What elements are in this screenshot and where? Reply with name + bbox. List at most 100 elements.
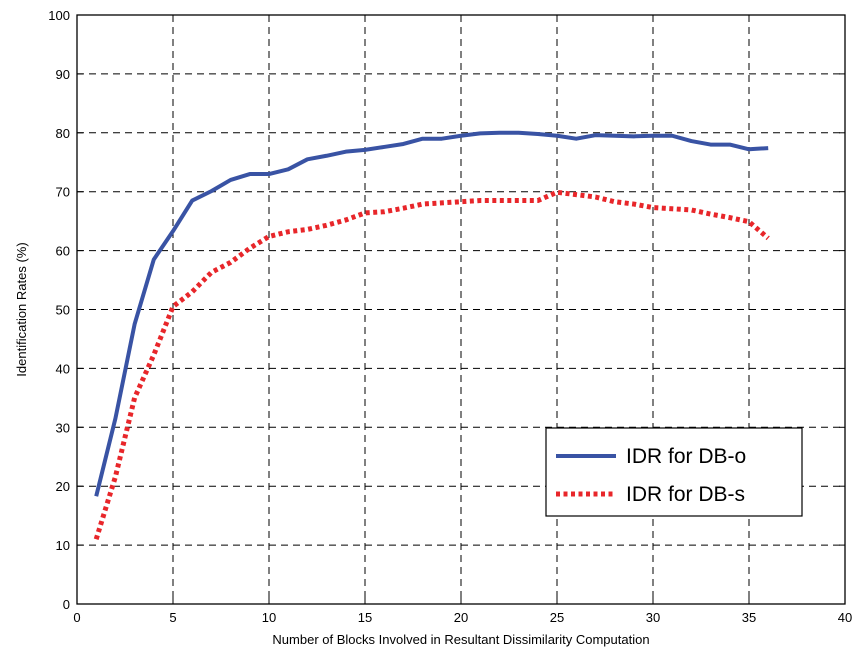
series-0-point — [383, 146, 385, 148]
series-1-point — [115, 476, 117, 478]
series-1-point — [748, 221, 750, 223]
series-1-point — [230, 262, 232, 264]
series-1-point — [95, 538, 97, 540]
series-1-point — [249, 247, 251, 249]
series-1-point — [767, 237, 769, 239]
series-1-point — [652, 207, 654, 209]
series-0-point — [134, 323, 136, 325]
series-0-point — [403, 143, 405, 145]
x-tick-label: 20 — [454, 610, 468, 625]
y-tick-label: 0 — [63, 597, 70, 612]
series-0-point — [595, 134, 597, 136]
x-axis-title: Number of Blocks Involved in Resultant D… — [272, 632, 649, 647]
series-1-point — [211, 272, 213, 274]
series-0-point — [767, 147, 769, 149]
gridlines — [77, 15, 845, 604]
series-0-point — [633, 136, 635, 138]
x-tick-label: 0 — [73, 610, 80, 625]
x-tick-label: 15 — [358, 610, 372, 625]
series-1-point — [633, 203, 635, 205]
series-1-point — [441, 202, 443, 204]
y-tick-label: 60 — [56, 244, 70, 259]
series-0-point — [748, 148, 750, 150]
series-1-point — [595, 196, 597, 198]
series-1-point — [614, 201, 616, 203]
series-1-point — [575, 194, 577, 196]
y-axis-title: Identification Rates (%) — [14, 242, 29, 376]
x-tick-label: 40 — [838, 610, 852, 625]
series-0-point — [211, 190, 213, 192]
y-tick-label: 20 — [56, 479, 70, 494]
x-tick-label: 10 — [262, 610, 276, 625]
y-tick-label: 50 — [56, 303, 70, 318]
series-1-point — [460, 201, 462, 203]
y-tick-label: 40 — [56, 361, 70, 376]
series-0-point — [575, 138, 577, 140]
series-1-point — [499, 200, 501, 202]
series-1-point — [364, 212, 366, 214]
tick-marks — [76, 14, 846, 605]
series-0-point — [364, 149, 366, 151]
series-1-point — [326, 224, 328, 226]
series-0-point — [307, 159, 309, 161]
series-1-point — [172, 306, 174, 308]
series-0-point — [230, 179, 232, 181]
series-0-point — [441, 138, 443, 140]
series-1-point — [287, 231, 289, 233]
x-tick-label: 5 — [169, 610, 176, 625]
legend: IDR for DB-o IDR for DB-s — [545, 427, 803, 517]
series-0-point — [710, 144, 712, 146]
series-0-point — [268, 173, 270, 175]
x-tick-label: 30 — [646, 610, 660, 625]
y-tick-label: 30 — [56, 420, 70, 435]
series-0-point — [614, 135, 616, 137]
series-1-point — [479, 200, 481, 202]
y-tick-label: 100 — [48, 8, 70, 23]
series-0-point — [326, 155, 328, 157]
series-0-point — [191, 200, 193, 202]
series-layer — [93, 130, 770, 540]
series-1-point — [422, 203, 424, 205]
series-1-point — [191, 291, 193, 293]
y-tick-label: 90 — [56, 67, 70, 82]
series-0-point — [115, 418, 117, 420]
series-0-point — [518, 132, 520, 134]
series-1-point — [345, 219, 347, 221]
y-tick-label: 80 — [56, 126, 70, 141]
series-line-0 — [94, 130, 769, 497]
series-0-point — [172, 230, 174, 232]
series-1-point — [383, 211, 385, 213]
series-0-point — [422, 138, 424, 140]
series-1-point — [710, 213, 712, 215]
series-1-point — [537, 200, 539, 202]
legend-box — [545, 427, 803, 517]
series-0-point — [249, 173, 251, 175]
legend-label-db-o: IDR for DB-o — [626, 445, 746, 468]
x-tick-label: 25 — [550, 610, 564, 625]
series-0-point — [95, 495, 97, 497]
series-1-point — [153, 354, 155, 356]
tick-labels: 0 5 10 15 20 25 30 35 40 0 10 20 30 40 50 60 70 80 90 100 — [48, 8, 852, 625]
y-tick-label: 70 — [56, 185, 70, 200]
series-0-point — [460, 135, 462, 137]
series-0-point — [556, 135, 558, 137]
series-0-point — [652, 135, 654, 137]
legend-label-db-s: IDR for DB-s — [626, 483, 745, 506]
series-1-point — [691, 209, 693, 211]
series-0-point — [479, 133, 481, 135]
series-0-point — [287, 169, 289, 171]
series-1-point — [556, 191, 558, 193]
series-0-point — [153, 259, 155, 261]
series-0-point — [691, 140, 693, 142]
series-0-point — [345, 151, 347, 153]
series-0-point — [499, 132, 501, 134]
series-1-point — [134, 397, 136, 399]
series-1-point — [268, 236, 270, 238]
series-1-point — [307, 229, 309, 231]
series-1-point — [403, 207, 405, 209]
series-0-point — [729, 144, 731, 146]
x-tick-label: 35 — [742, 610, 756, 625]
series-1-point — [671, 208, 673, 210]
